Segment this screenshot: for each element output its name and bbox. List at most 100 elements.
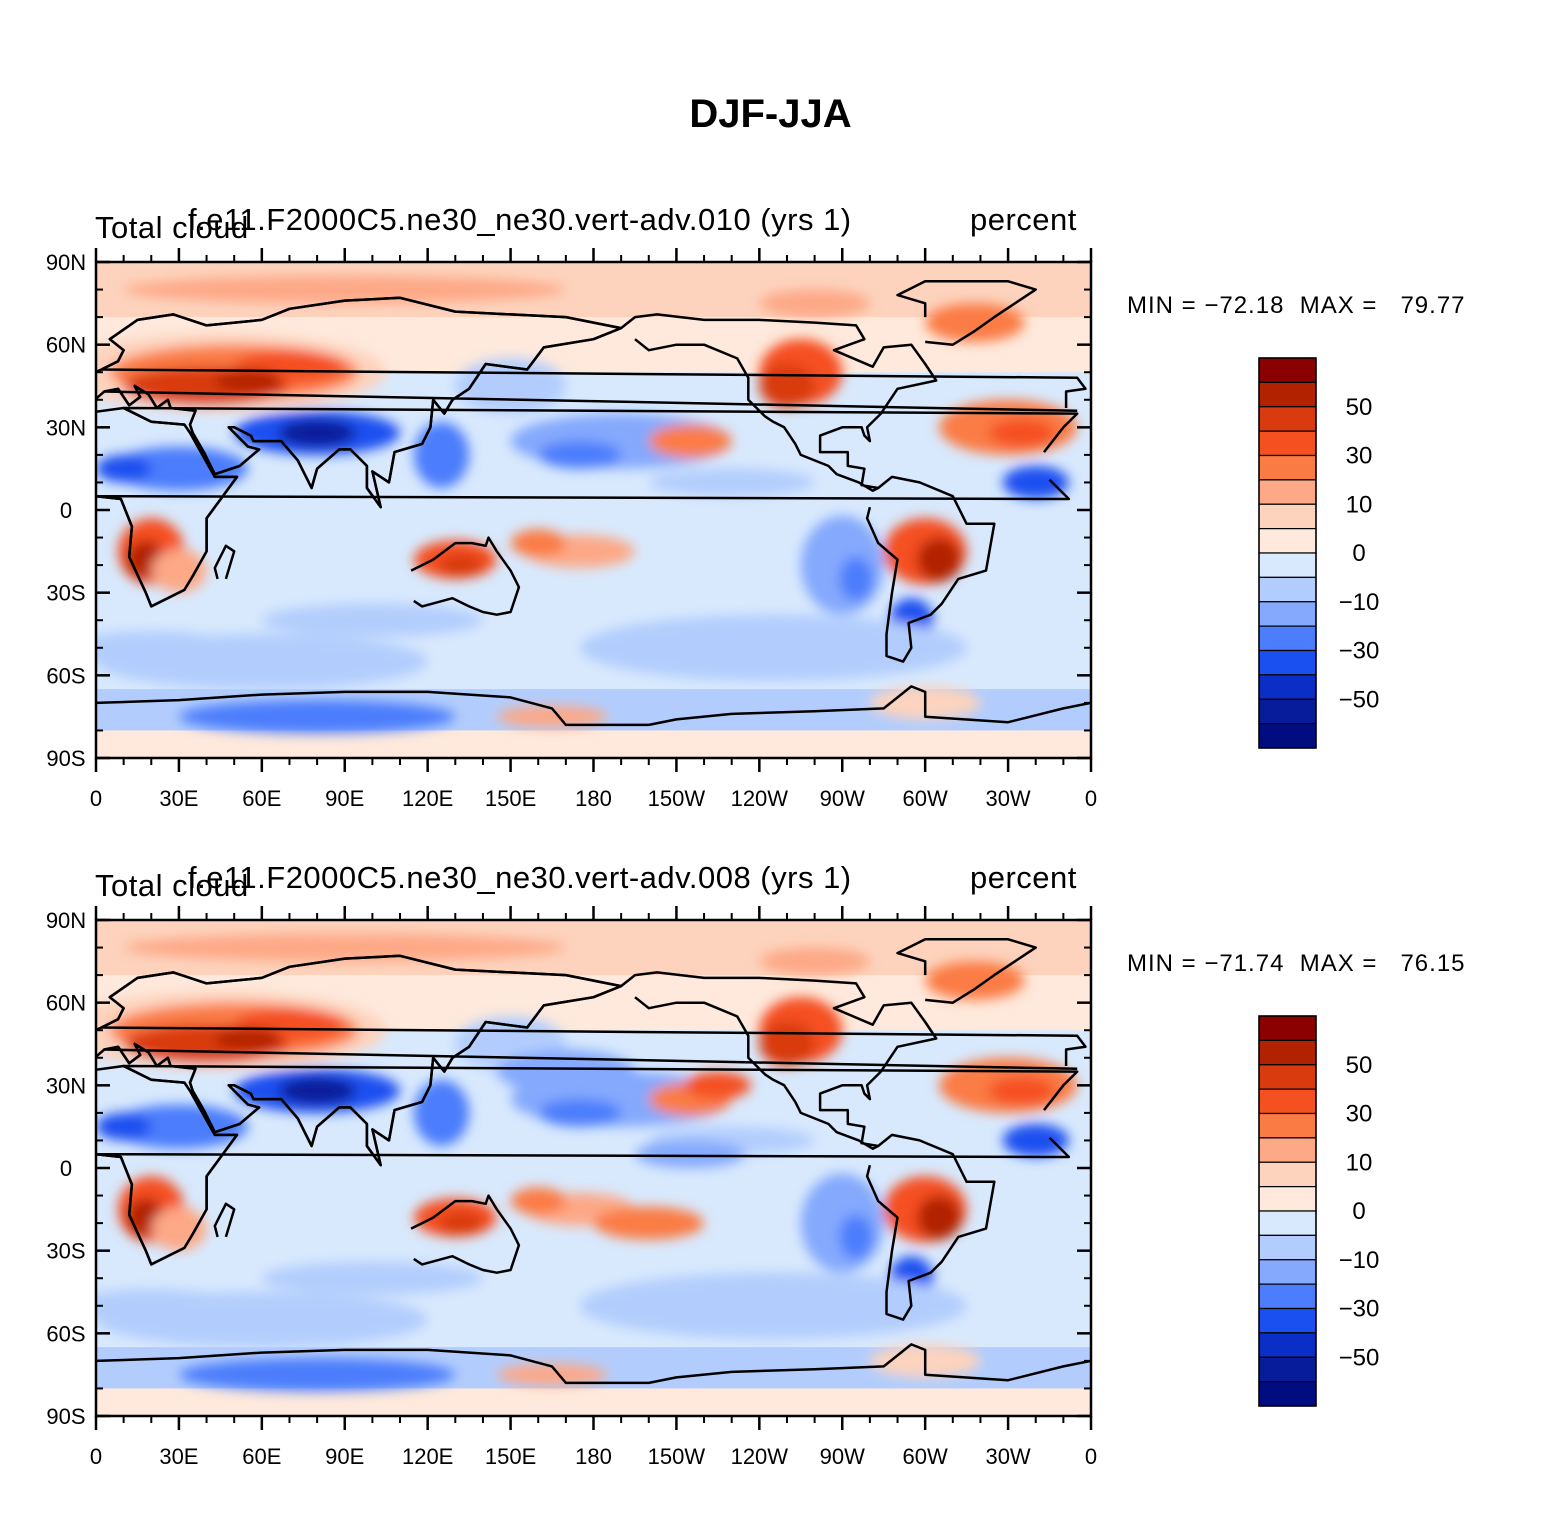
lat-label: 60N [46,991,86,1016]
anomaly-blob [151,1206,207,1251]
colorbar-box [1258,625,1317,652]
coastline-southamerica [865,1133,996,1321]
colorbar-label: 50 [1346,1052,1373,1079]
anomaly-blob [988,1077,1056,1105]
panel-left-label: Total cloud [95,210,249,245]
lon-label: 120E [402,1444,453,1469]
anomaly-blob [593,1206,705,1240]
colorbar-frame [1258,357,1317,749]
panel-min-max: MIN = −72.18 MAX = 79.77 [1127,292,1466,319]
lat-label: 30N [46,415,86,440]
colorbar-label: 30 [1346,1101,1373,1128]
colorbar-label: −50 [1339,686,1380,713]
coastline-northamerica [620,313,938,492]
colorbar-box [1258,1088,1317,1115]
lon-label: 120W [731,786,789,811]
lon-label: 60W [903,1444,948,1469]
coastline-greenland [896,280,1037,346]
colorbar-box [1258,1064,1317,1090]
lon-label: 90E [325,1444,364,1469]
lon-label: 60W [903,786,948,811]
colorbar-box [1258,1283,1317,1310]
map-field [96,262,1091,758]
colorbar-label: 10 [1346,491,1373,518]
colorbar-box [1258,1112,1317,1139]
lon-label: 0 [90,786,102,811]
anomaly-blob [123,933,566,962]
lon-label: 30E [159,1444,198,1469]
lon-label: 90E [325,786,364,811]
coastline-madagascar [213,1202,236,1238]
colorbar-box [1258,649,1317,676]
lon-label: 180 [575,786,612,811]
anomaly-blob [278,419,356,447]
anomaly-blob [151,548,207,593]
lat-label: 90S [46,746,85,771]
lat-label: 60S [46,1321,85,1346]
anomaly-blob [916,537,962,582]
anomaly-blob [579,614,967,681]
lon-label: 0 [1085,1444,1097,1469]
anomaly-blob [1002,465,1069,499]
colorbar-box [1258,1015,1317,1041]
colorbar-box [1258,1259,1317,1285]
colorbar-box [1258,1307,1317,1334]
colorbar-label: −10 [1339,589,1380,616]
lon-label: 120E [402,786,453,811]
anomaly-blob [413,421,470,488]
map-panel-top: Total cloud f.e11.F2000C5.ne30_ne30.vert… [0,190,1541,850]
anomaly-blob [413,1079,470,1146]
anomaly-blob [916,1195,962,1240]
coastline-southamerica [865,475,996,663]
colorbar-box [1258,698,1317,725]
colorbar-box [1258,552,1317,578]
anomaly-blob [438,1212,483,1235]
colorbar-box [1258,1381,1317,1407]
colorbar-box [1258,430,1317,457]
colorbar-box [1258,357,1317,383]
panel-right-label: percent [970,202,1077,237]
anomaly-blob [648,468,815,497]
colorbar-box [1258,674,1317,700]
panel-center-label: f.e11.F2000C5.ne30_ne30.vert-adv.010 (yr… [188,202,852,237]
anomaly-blob [759,1021,815,1067]
field-band [96,1388,1091,1416]
anomaly-blob [759,947,870,976]
colorbar-box [1258,454,1317,481]
map-field [96,920,1091,1416]
lat-label: 0 [60,498,72,523]
anomaly-blob [1002,1123,1069,1157]
colorbar-box [1258,1039,1317,1066]
lat-label: 60N [46,333,86,358]
lon-label: 60E [242,786,281,811]
anomaly-blob [96,1112,152,1141]
colorbar: 50 30 10 0 −10 −30 −50 [1258,357,1380,749]
lon-label: 120W [731,1444,789,1469]
colorbar-frame [1258,1015,1317,1407]
colorbar-box [1258,503,1317,530]
anomaly-blob [839,1214,873,1259]
colorbar: 50 30 10 0 −10 −30 −50 [1258,1015,1380,1407]
coastline-northamerica [620,971,938,1150]
colorbar-box [1258,1186,1317,1212]
anomaly-blob [123,275,566,304]
anomaly-blob [214,1027,282,1050]
colorbar-label: −30 [1339,1296,1380,1323]
panel-min-max: MIN = −71.74 MAX = 76.15 [1127,950,1466,977]
coastline-australia [410,536,521,616]
colorbar-box [1258,576,1317,603]
anomaly-blob [178,700,456,734]
coastline-africa-wrap [96,406,239,608]
lon-label: 150W [648,786,706,811]
lon-label: 150E [485,786,536,811]
anomaly-blob [510,1187,566,1215]
colorbar-label: 30 [1346,443,1373,470]
anomaly-blob [96,1289,235,1323]
anomaly-blob [925,303,1025,342]
colorbar-box [1258,1137,1317,1163]
anomaly-blob [510,529,566,557]
lat-label: 0 [60,1156,72,1181]
